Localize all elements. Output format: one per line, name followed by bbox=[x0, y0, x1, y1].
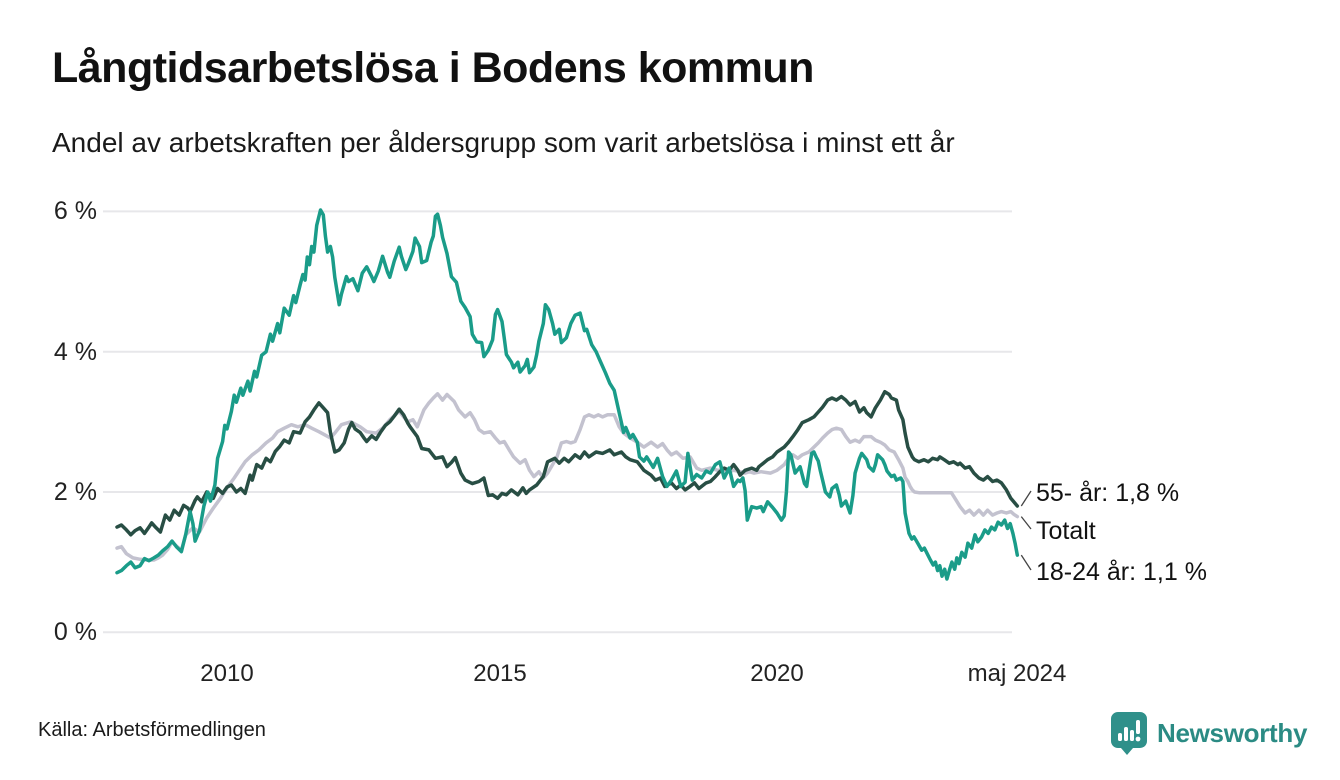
x-tick-2015: 2015 bbox=[473, 660, 527, 687]
series-line-55--år bbox=[115, 389, 1020, 537]
y-tick-2: 2 % bbox=[53, 478, 97, 506]
end-label-55-ar: 55- år: 1,8 % bbox=[1036, 479, 1180, 507]
y-tick-6: 6 % bbox=[53, 197, 97, 225]
series-line-18-24-år bbox=[115, 208, 1020, 581]
x-tick-2010: 2010 bbox=[200, 660, 254, 687]
chart-subtitle: Andel av arbetskraften per åldersgrupp s… bbox=[52, 127, 955, 158]
x-tick-2020: 2020 bbox=[750, 660, 804, 687]
y-tick-4: 4 % bbox=[53, 338, 97, 366]
newsworthy-logo-text: Newsworthy bbox=[1157, 717, 1308, 748]
label-connector bbox=[1020, 554, 1032, 571]
page-title: Långtidsarbetslösa i Bodens kommun bbox=[52, 44, 814, 92]
label-connector bbox=[1020, 516, 1032, 530]
end-label-totalt: Totalt bbox=[1036, 517, 1096, 545]
series-line-totalt bbox=[115, 392, 1020, 562]
source-note: Källa: Arbetsförmedlingen bbox=[38, 719, 266, 741]
y-tick-0: 0 % bbox=[53, 618, 97, 646]
label-connector bbox=[1020, 490, 1032, 507]
newsworthy-logo: Newsworthy bbox=[1110, 710, 1307, 756]
end-label-18-24-ar: 18-24 år: 1,1 % bbox=[1036, 558, 1207, 586]
newsworthy-logo-icon bbox=[1110, 711, 1148, 755]
x-tick-maj-2024: maj 2024 bbox=[967, 660, 1067, 687]
